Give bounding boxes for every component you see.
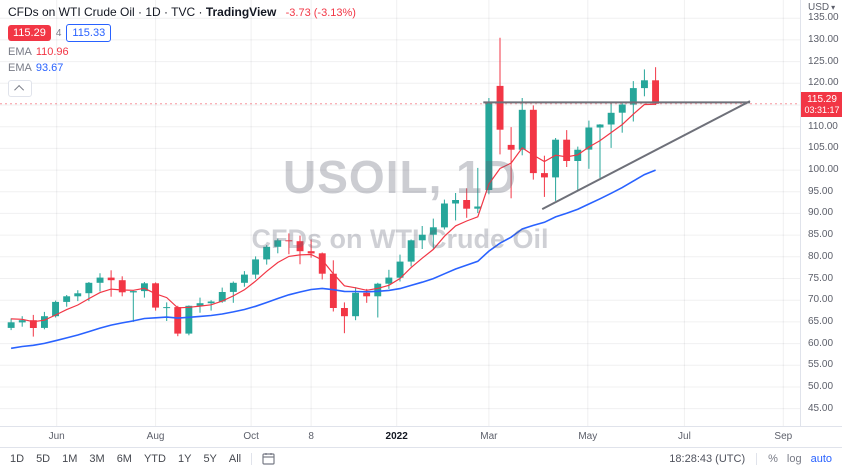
candlestick-chart xyxy=(0,0,800,426)
price-axis-label: 120.00 xyxy=(808,77,839,89)
tradingview-brand[interactable]: TradingView xyxy=(205,5,277,19)
currency-label: USD xyxy=(808,2,830,13)
spread-value: 4 xyxy=(55,27,62,39)
time-axis-label-8: 8 xyxy=(308,431,314,442)
price-axis-label: 60.00 xyxy=(808,337,834,349)
ema-indicator-fast[interactable]: EMA 110.96 xyxy=(8,46,356,58)
toolbar-divider xyxy=(251,452,253,465)
toolbar-right-group: 18:28:43 (UTC) % log auto xyxy=(669,452,832,465)
ema-slow-label: EMA xyxy=(8,62,32,74)
last-price-label: 115.29 03:31:17 xyxy=(801,91,842,117)
range-button-3m[interactable]: 3M xyxy=(89,452,105,465)
price-axis-label: 85.00 xyxy=(808,229,834,241)
price-axis-label: 55.00 xyxy=(808,359,834,371)
auto-scale-button[interactable]: auto xyxy=(810,452,832,465)
price-axis-label: 70.00 xyxy=(808,294,834,306)
range-button-1y[interactable]: 1Y xyxy=(177,452,192,465)
range-button-6m[interactable]: 6M xyxy=(116,452,132,465)
chevron-up-icon xyxy=(13,84,24,95)
price-axis-label: 90.00 xyxy=(808,207,834,219)
range-button-5y[interactable]: 5Y xyxy=(203,452,217,465)
percent-scale-button[interactable]: % xyxy=(768,452,778,465)
bid-price-box: 115.29 xyxy=(8,25,51,41)
time-axis-label-oct: Oct xyxy=(243,431,259,442)
time-axis-label-jul: Jul xyxy=(678,431,691,442)
chevron-down-icon: ▾ xyxy=(831,3,836,12)
price-axis-label: 135.00 xyxy=(808,12,839,24)
range-button-1d[interactable]: 1D xyxy=(10,452,25,465)
price-axis-label: 75.00 xyxy=(808,272,834,284)
ema-slow-value: 93.67 xyxy=(35,62,64,74)
price-axis-label: 130.00 xyxy=(808,33,839,45)
time-axis-label-mar: Mar xyxy=(480,431,498,442)
price-axis-label: 110.00 xyxy=(808,120,838,132)
time-axis-label-aug: Aug xyxy=(146,431,165,442)
clock[interactable]: 18:28:43 (UTC) xyxy=(669,452,746,465)
currency-selector[interactable]: USD ▾ xyxy=(808,2,836,13)
calendar-icon[interactable] xyxy=(262,452,275,465)
bid-ask-row: 115.29 4 115.33 xyxy=(8,24,356,42)
symbol-title[interactable]: CFDs on WTI Crude Oil xyxy=(8,5,135,19)
countdown-timer: 03:31:17 xyxy=(804,104,840,115)
legend: CFDs on WTI Crude Oil · 1D · TVC · Tradi… xyxy=(8,5,356,97)
price-axis-label: 65.00 xyxy=(808,315,834,327)
time-axis[interactable]: Jun Aug Oct 8 2022 Mar May Jul Sep xyxy=(0,426,842,448)
price-axis[interactable]: USD ▾ 115.29 03:31:17 45.00 50.00 55.00 60.0… xyxy=(800,0,842,426)
ema-fast-label: EMA xyxy=(8,46,32,58)
chart-canvas[interactable]: USOIL, 1D CFDs on WTI Crude Oil CFDs on … xyxy=(0,0,800,426)
ask-price-box: 115.33 xyxy=(66,24,112,42)
price-axis-label: 125.00 xyxy=(808,55,839,67)
time-axis-label-2022: 2022 xyxy=(385,431,408,442)
price-axis-label: 50.00 xyxy=(808,380,834,392)
range-button-1m[interactable]: 1M xyxy=(62,452,78,465)
range-button-ytd[interactable]: YTD xyxy=(143,452,166,465)
price-change: -3.73 (-3.13%) xyxy=(285,7,356,19)
legend-collapse-button[interactable] xyxy=(8,80,32,97)
price-axis-label: 95.00 xyxy=(808,185,834,197)
price-axis-label: 80.00 xyxy=(808,250,834,262)
bottom-toolbar: 1D 5D 1M 3M 6M YTD 1Y 5Y All 18:28:43 (UTC) % lo… xyxy=(0,447,842,469)
price-axis-label: 100.00 xyxy=(808,164,839,176)
log-scale-button[interactable]: log xyxy=(786,452,802,465)
ema-fast-value: 110.96 xyxy=(35,46,69,58)
time-axis-label-jun: Jun xyxy=(48,431,65,442)
symbol-meta: · 1D · TVC · xyxy=(138,5,203,19)
range-button-5d[interactable]: 5D xyxy=(36,452,51,465)
price-axis-label: 45.00 xyxy=(808,402,834,414)
price-axis-label: 105.00 xyxy=(808,142,839,154)
time-axis-label-may: May xyxy=(578,431,598,442)
toolbar-divider xyxy=(756,452,758,465)
range-buttons: 1D 5D 1M 3M 6M YTD 1Y 5Y All xyxy=(10,453,241,465)
ema-indicator-slow[interactable]: EMA 93.67 xyxy=(8,62,356,74)
last-price-value: 115.29 xyxy=(807,93,837,105)
time-axis-label-sep: Sep xyxy=(774,431,793,442)
range-button-all[interactable]: All xyxy=(228,452,242,465)
legend-title-row: CFDs on WTI Crude Oil · 1D · TVC · Tradi… xyxy=(8,5,356,19)
